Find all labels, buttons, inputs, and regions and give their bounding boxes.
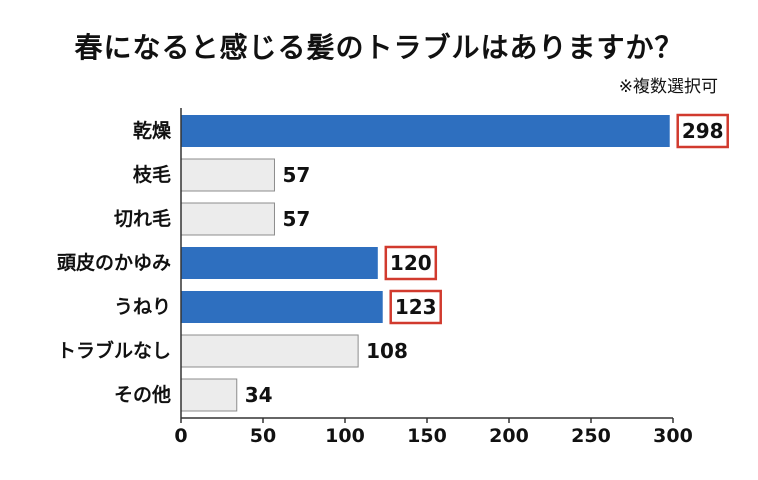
category-label: 切れ毛 <box>114 208 171 230</box>
category-label: その他 <box>114 383 171 406</box>
x-tick-label: 200 <box>489 425 529 447</box>
bar <box>180 202 275 236</box>
value-label: 34 <box>245 383 273 407</box>
category-label: うねり <box>114 296 171 318</box>
x-tick-label: 50 <box>250 425 276 447</box>
category-label: 頭皮のかゆみ <box>57 251 171 274</box>
x-tick-label: 300 <box>653 425 693 447</box>
chart-subtitle: ※複数選択可 <box>618 77 718 97</box>
bar <box>180 378 238 412</box>
value-label: 298 <box>682 119 724 143</box>
value-label-highlight-box <box>676 113 729 149</box>
bar <box>181 247 378 279</box>
bar <box>180 334 359 368</box>
value-label: 57 <box>282 163 310 187</box>
x-tick-label: 0 <box>174 425 187 447</box>
bar <box>180 158 275 192</box>
category-label: 枝毛 <box>133 163 171 186</box>
category-label: トラブルなし <box>57 339 171 362</box>
value-label: 120 <box>390 251 432 275</box>
bar <box>181 291 383 323</box>
value-label: 57 <box>282 207 310 231</box>
value-label-highlight-box <box>389 289 442 325</box>
bar <box>181 115 670 147</box>
category-label: 乾燥 <box>133 119 172 142</box>
x-tick-label: 100 <box>325 425 365 447</box>
value-label: 123 <box>395 295 437 319</box>
value-label-highlight-box <box>384 245 438 281</box>
value-label: 108 <box>366 339 408 363</box>
x-tick-label: 150 <box>407 425 447 447</box>
x-tick-label: 250 <box>571 425 611 447</box>
chart-title: 春になると感じる髪のトラブルはありますか？ <box>74 31 684 64</box>
